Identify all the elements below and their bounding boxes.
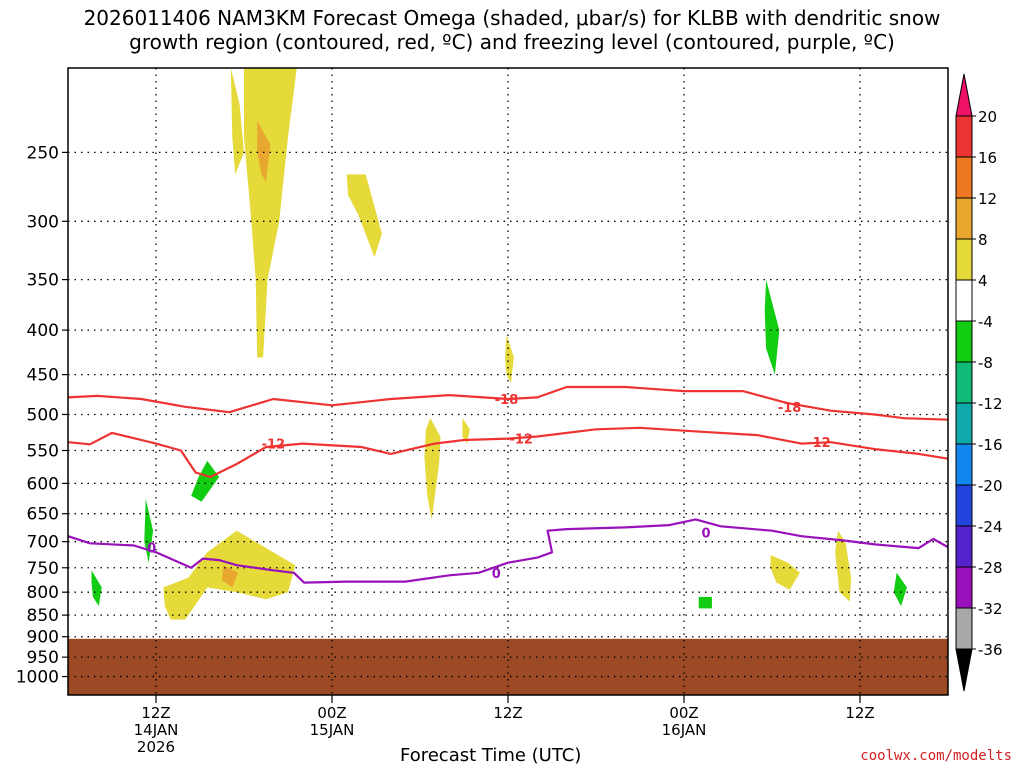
y-tick-label-300: 300 [27,212,59,232]
y-tick-label-650: 650 [27,505,59,525]
contour-line-2 [67,518,949,584]
colorbar-label-11: -28 [978,559,1003,577]
colorbar-label-2: 12 [978,190,997,208]
colorbar-label-7: -12 [978,395,1003,413]
colorbar-label-1: 16 [978,149,997,167]
colorbar-swatch-1 [955,115,973,158]
y-tick-label-400: 400 [27,321,59,341]
colorbar-swatch-7 [955,361,973,404]
colorbar-label-12: -32 [978,600,1003,618]
chart-title: 2026011406 NAM3KM Forecast Omega (shaded… [0,6,1024,54]
colorbar-swatch-6 [955,320,973,363]
colorbar-swatch-12 [955,566,973,609]
omega-region-14 [770,555,800,590]
y-tick-label-250: 250 [27,143,59,163]
y-axis: 2503003504004505005506006507007508008509… [16,143,68,688]
y-tick-label-450: 450 [27,366,59,386]
y-tick-label-350: 350 [27,271,59,291]
y-tick-label-950: 950 [27,648,59,668]
colorbar-swatch-3 [955,197,973,240]
colorbar-label-6: -8 [978,354,993,372]
x-tick-label-48-1: 16JAN [662,721,707,739]
omega-region-4 [505,334,514,383]
omega-region-1 [244,68,297,358]
contour-line-0 [67,385,949,421]
colorbar-label-9: -20 [978,477,1003,495]
colorbar: 20 16 12 8 4 -4 -8 -12 -16 -20 -24 -28 -32 -36 [955,73,1003,692]
x-tick-label-36-0: 12Z [493,704,522,722]
x-tick-label-48-0: 00Z [669,704,698,722]
contour-label-2-1: 0 [492,567,501,582]
contour-label-1-2: -12 [807,436,831,451]
colorbar-top-arrow [955,73,973,117]
colorbar-label-4: 4 [978,272,988,290]
x-tick-label-60-0: 12Z [845,704,874,722]
title-line-1: 2026011406 NAM3KM Forecast Omega (shaded… [83,6,941,30]
y-tick-label-900: 900 [27,628,59,648]
contour-label-1-0: -12 [262,438,286,453]
omega-region-15 [835,530,852,602]
colorbar-swatch-8 [955,402,973,445]
grid-layer [68,68,948,695]
colorbar-label-8: -16 [978,436,1003,454]
omega-shading-layer [91,68,907,620]
omega-region-3 [346,174,382,258]
omega-region-16 [893,572,907,607]
colorbar-swatch-13 [955,607,973,650]
colorbar-swatch-10 [955,484,973,527]
omega-region-10 [91,570,102,607]
x-tick-label-12-2: 2026 [137,738,175,756]
omega-region-6 [462,418,470,444]
omega-region-13 [698,596,712,609]
colorbar-label-13: -36 [978,641,1003,659]
omega-region-9 [144,498,154,563]
colorbar-swatch-4 [955,238,973,281]
contour-label-0-0: -18 [495,393,519,408]
y-tick-label-700: 700 [27,533,59,553]
omega-region-2 [257,120,271,182]
y-tick-label-800: 800 [27,583,59,603]
y-tick-label-500: 500 [27,405,59,425]
omega-region-5 [424,418,441,520]
omega-region-7 [764,279,780,375]
colorbar-swatch-2 [955,156,973,199]
x-tick-label-12-0: 12Z [141,704,170,722]
contour-line-1 [67,426,949,479]
title-line-2: growth region (contoured, red, ºC) and f… [129,30,895,54]
omega-region-12 [222,565,239,588]
omega-region-0 [230,68,244,175]
contour-label-2-2: 0 [701,526,710,541]
contour-label-2-0: 0 [147,542,156,557]
colorbar-label-5: -4 [978,313,993,331]
contour-label-1-1: -12 [509,433,533,448]
x-tick-label-24-0: 00Z [317,704,346,722]
colorbar-swatch-5 [955,279,973,322]
colorbar-bottom-arrow [955,648,973,692]
credit-text: coolwx.com/modelts [860,748,1012,764]
x-axis-label: Forecast Time (UTC) [400,745,582,766]
colorbar-swatch-11 [955,525,973,568]
y-tick-label-750: 750 [27,559,59,579]
colorbar-label-0: 20 [978,108,997,126]
omega-region-8 [191,460,220,502]
y-tick-label-850: 850 [27,606,59,626]
contour-label-0-1: -18 [778,401,802,416]
x-tick-label-24-1: 15JAN [310,721,355,739]
y-tick-label-600: 600 [27,474,59,494]
colorbar-label-3: 8 [978,231,988,249]
y-tick-label-550: 550 [27,442,59,462]
x-tick-label-12-1: 14JAN [134,721,179,739]
y-tick-label-1000: 1000 [16,668,59,688]
colorbar-swatch-9 [955,443,973,486]
colorbar-label-10: -24 [978,518,1003,536]
contour-layer: -18 -18 -12 -12 -12 0 0 0 [67,385,949,584]
